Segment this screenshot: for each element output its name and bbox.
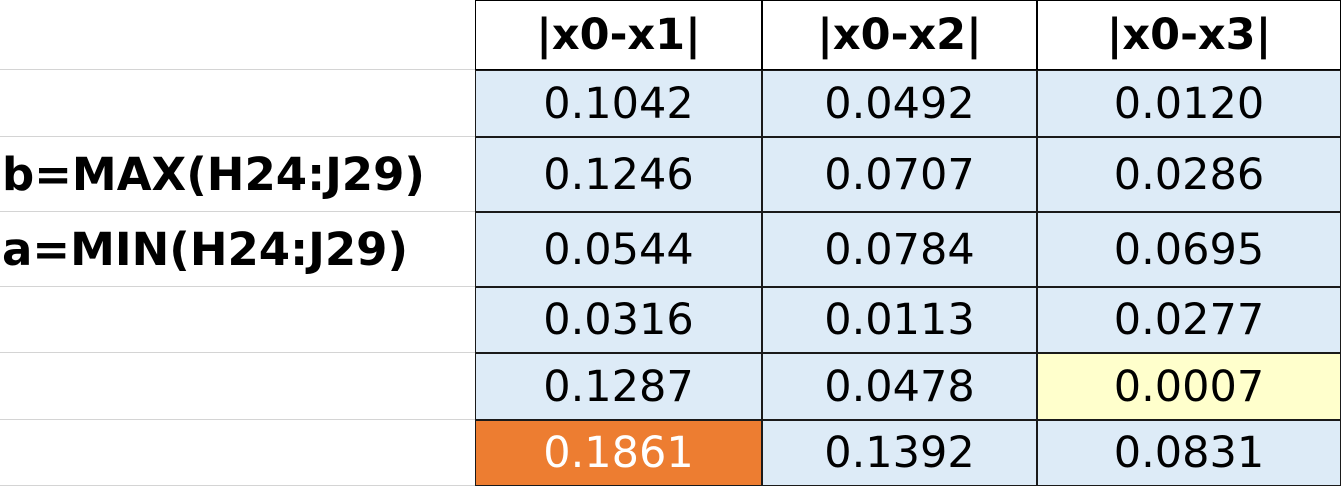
value-cell[interactable]: 0.0120 bbox=[1037, 70, 1341, 137]
empty-cell[interactable] bbox=[0, 420, 475, 486]
formula-label[interactable]: b=MAX(H24:J29) bbox=[0, 137, 475, 212]
empty-cell[interactable] bbox=[0, 0, 475, 70]
value-cell[interactable]: 0.1042 bbox=[475, 70, 762, 137]
empty-cell[interactable] bbox=[0, 353, 475, 420]
value-cell[interactable]: 0.0707 bbox=[762, 137, 1037, 212]
value-cell[interactable]: 0.1287 bbox=[475, 353, 762, 420]
value-cell[interactable]: 0.0831 bbox=[1037, 420, 1341, 486]
value-cell[interactable]: 0.1392 bbox=[762, 420, 1037, 486]
value-cell[interactable]: 0.0492 bbox=[762, 70, 1037, 137]
value-cell[interactable]: 0.0286 bbox=[1037, 137, 1341, 212]
empty-cell[interactable] bbox=[0, 70, 475, 137]
value-cell[interactable]: 0.0478 bbox=[762, 353, 1037, 420]
value-cell[interactable]: 0.0277 bbox=[1037, 287, 1341, 353]
column-header[interactable]: |x0-x3| bbox=[1037, 0, 1341, 70]
column-header[interactable]: |x0-x1| bbox=[475, 0, 762, 70]
formula-label[interactable]: a=MIN(H24:J29) bbox=[0, 212, 475, 287]
value-cell[interactable]: 0.0007 bbox=[1037, 353, 1341, 420]
value-cell[interactable]: 0.0113 bbox=[762, 287, 1037, 353]
column-header[interactable]: |x0-x2| bbox=[762, 0, 1037, 70]
value-cell[interactable]: 0.0544 bbox=[475, 212, 762, 287]
empty-cell[interactable] bbox=[0, 287, 475, 353]
value-cell[interactable]: 0.0316 bbox=[475, 287, 762, 353]
value-cell[interactable]: 0.0784 bbox=[762, 212, 1037, 287]
value-cell[interactable]: 0.0695 bbox=[1037, 212, 1341, 287]
value-cell[interactable]: 0.1861 bbox=[475, 420, 762, 486]
value-cell[interactable]: 0.1246 bbox=[475, 137, 762, 212]
